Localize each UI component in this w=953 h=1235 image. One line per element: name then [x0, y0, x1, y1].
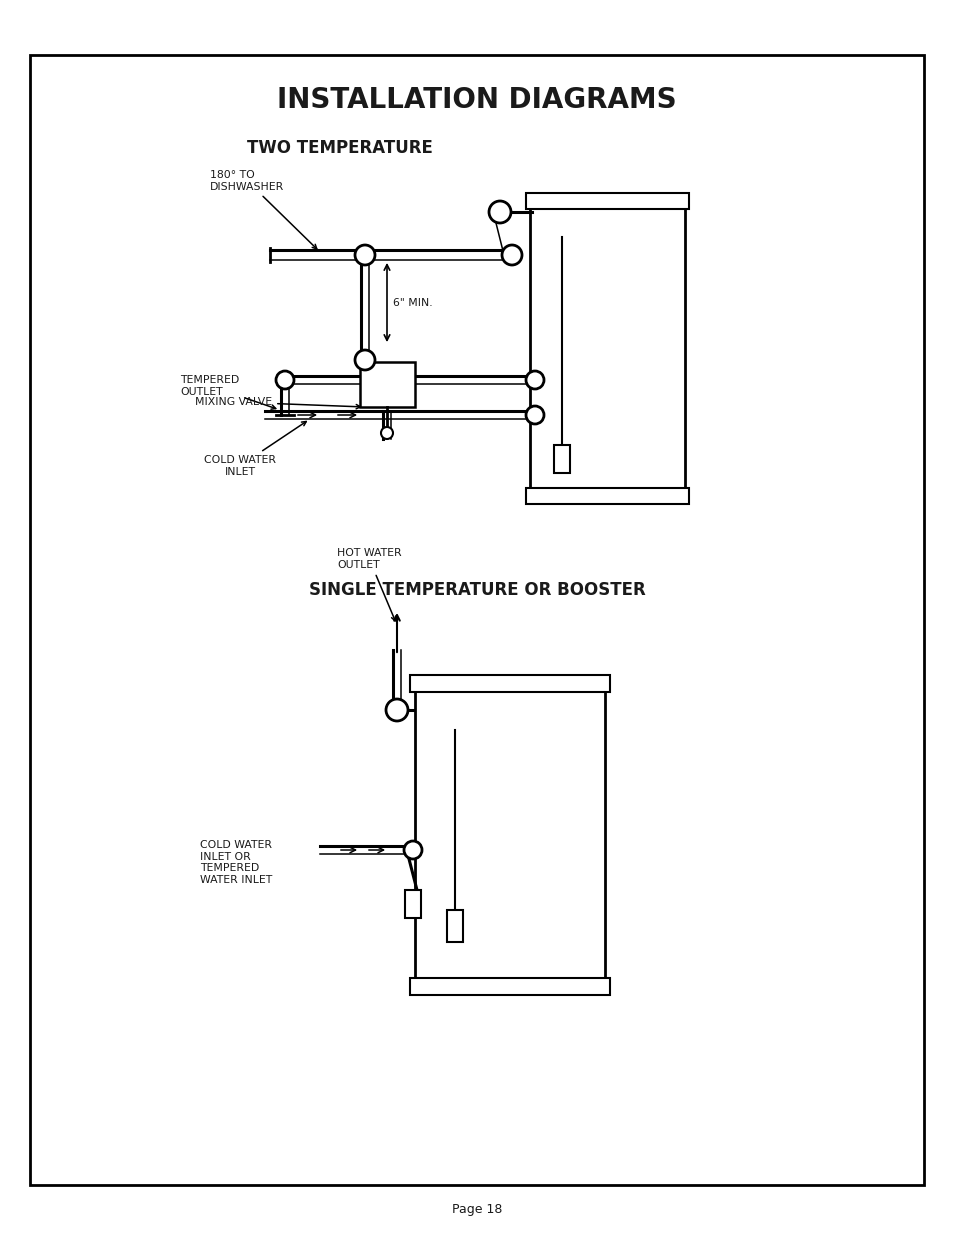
Text: COLD WATER
INLET OR
TEMPERED
WATER INLET: COLD WATER INLET OR TEMPERED WATER INLET: [200, 840, 272, 884]
Bar: [405, 890, 420, 918]
Circle shape: [355, 245, 375, 266]
Circle shape: [489, 201, 511, 224]
Bar: [554, 445, 569, 473]
Circle shape: [355, 350, 375, 370]
Circle shape: [501, 245, 521, 266]
Bar: [525, 193, 688, 209]
Text: SINGLE TEMPERATURE OR BOOSTER: SINGLE TEMPERATURE OR BOOSTER: [309, 580, 644, 599]
Text: INSTALLATION DIAGRAMS: INSTALLATION DIAGRAMS: [277, 86, 676, 114]
Bar: [415, 690, 604, 981]
Bar: [447, 910, 462, 942]
Circle shape: [380, 427, 393, 438]
Bar: [359, 362, 415, 408]
Bar: [530, 207, 684, 490]
Text: TWO TEMPERATURE: TWO TEMPERATURE: [247, 140, 433, 157]
Text: MIXING VALVE: MIXING VALVE: [194, 396, 360, 409]
Text: TEMPERED
OUTLET: TEMPERED OUTLET: [180, 375, 275, 409]
Circle shape: [386, 699, 408, 721]
Bar: [410, 978, 609, 995]
Bar: [525, 488, 688, 504]
Bar: [410, 676, 609, 692]
Text: 6" MIN.: 6" MIN.: [393, 298, 432, 308]
Circle shape: [525, 370, 543, 389]
Text: 180° TO
DISHWASHER: 180° TO DISHWASHER: [210, 170, 316, 249]
Text: COLD WATER
INLET: COLD WATER INLET: [204, 421, 306, 477]
Text: Page 18: Page 18: [452, 1203, 501, 1216]
Text: HOT WATER
OUTLET: HOT WATER OUTLET: [336, 548, 401, 621]
Circle shape: [525, 406, 543, 424]
Circle shape: [403, 841, 421, 860]
Circle shape: [275, 370, 294, 389]
